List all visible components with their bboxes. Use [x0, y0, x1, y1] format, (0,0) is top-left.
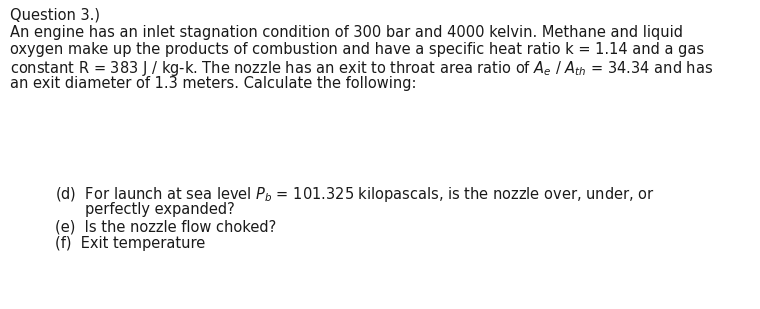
- Text: (d)  For launch at sea level $P_b$ = 101.325 kilopascals, is the nozzle over, un: (d) For launch at sea level $P_b$ = 101.…: [55, 185, 655, 204]
- Text: Question 3.): Question 3.): [10, 8, 100, 23]
- Text: constant R = 383 J / kg-k. The nozzle has an exit to throat area ratio of $A_e$ : constant R = 383 J / kg-k. The nozzle ha…: [10, 59, 713, 78]
- Text: oxygen make up the products of combustion and have a specific heat ratio k = 1.1: oxygen make up the products of combustio…: [10, 42, 704, 57]
- Text: an exit diameter of 1.3 meters. Calculate the following:: an exit diameter of 1.3 meters. Calculat…: [10, 76, 416, 91]
- Text: perfectly expanded?: perfectly expanded?: [85, 202, 235, 217]
- Text: An engine has an inlet stagnation condition of 300 bar and 4000 kelvin. Methane : An engine has an inlet stagnation condit…: [10, 25, 683, 40]
- Text: (f)  Exit temperature: (f) Exit temperature: [55, 236, 205, 251]
- Text: (e)  Is the nozzle flow choked?: (e) Is the nozzle flow choked?: [55, 219, 276, 234]
